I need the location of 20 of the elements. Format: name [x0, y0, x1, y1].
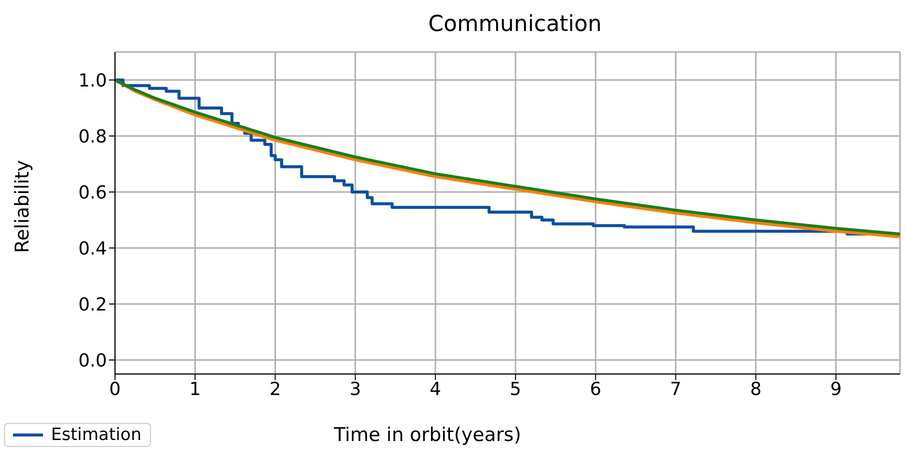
x-tick-label: 4 [430, 378, 442, 400]
y-tick-label: 0.6 [78, 182, 107, 204]
x-tick-label: 2 [269, 378, 281, 400]
y-tick-label: 0.4 [78, 238, 107, 260]
x-tick-label: 7 [670, 378, 682, 400]
x-tick-label: 1 [189, 378, 201, 400]
legend-label: Estimation [51, 425, 142, 445]
y-tick-label: 0.8 [78, 126, 107, 148]
y-axis-title: Reliability [12, 160, 34, 253]
x-tick-label: 3 [350, 378, 362, 400]
y-tick-label: 0.0 [78, 350, 107, 372]
x-tick-label: 6 [590, 378, 602, 400]
x-tick-label: 5 [510, 378, 522, 400]
x-tick-label: 9 [830, 378, 842, 400]
x-tick-label: 0 [109, 378, 121, 400]
y-tick-label: 0.2 [78, 294, 107, 316]
y-tick-label: 1.0 [78, 70, 107, 92]
x-tick-label: 8 [750, 378, 762, 400]
x-axis-title: Time in orbit(years) [332, 424, 522, 446]
chart-title: Communication [427, 12, 603, 37]
